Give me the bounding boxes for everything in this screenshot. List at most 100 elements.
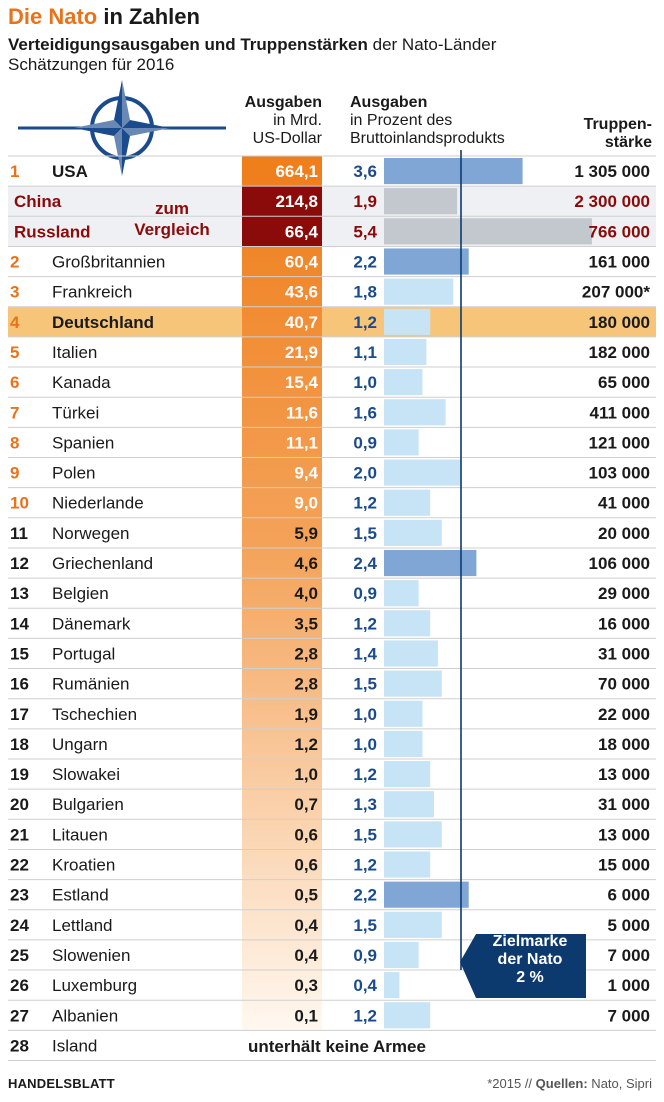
- row-troops-value: 106 000: [589, 554, 650, 573]
- comparison-spend-cell: [242, 186, 322, 217]
- row-troops-value: 18 000: [598, 735, 650, 754]
- row-rank: 15: [10, 644, 29, 663]
- subtitle: Verteidigungsausgaben und Truppenstärken…: [8, 35, 496, 55]
- row-troops-value: 41 000: [598, 494, 650, 513]
- row-gdp-value: 1,2: [353, 856, 377, 875]
- row-country: China: [14, 192, 62, 211]
- target-label-line2: der Nato: [497, 951, 563, 968]
- row-spending-value: 0,6: [294, 825, 318, 844]
- row-troops-value: 411 000: [589, 403, 650, 422]
- row-gdp-value: 1,5: [353, 916, 377, 935]
- row-rank: 19: [10, 765, 29, 784]
- row-rank: 2: [10, 253, 19, 272]
- row-spending-value: 66,4: [285, 222, 319, 241]
- row-gdp-value: 2,2: [353, 253, 377, 272]
- row-troops-value: 1 305 000: [574, 162, 650, 181]
- row-gdp-value: 1,0: [353, 735, 377, 754]
- source-footnote: *2015 //: [487, 1076, 536, 1091]
- target-label-line1: Zielmarke: [492, 933, 568, 950]
- row-gdp-value: 2,4: [353, 554, 377, 573]
- gdp-bar: [384, 881, 469, 908]
- source-names: Nato, Sipri: [587, 1076, 652, 1091]
- gdp-bar: [384, 429, 419, 456]
- gdp-bar: [384, 821, 442, 848]
- gdp-bar: [384, 188, 458, 215]
- row-rank: 22: [10, 856, 29, 875]
- row-spending-value: 11,1: [286, 433, 318, 452]
- row-rank: 21: [10, 825, 29, 844]
- gdp-bar: [384, 941, 419, 969]
- row-rank: 3: [10, 283, 19, 302]
- row-country: Kanada: [52, 373, 111, 392]
- row-rank: 18: [10, 735, 29, 754]
- row-rank: 6: [10, 373, 19, 392]
- subtitle-year: Schätzungen für 2016: [8, 55, 175, 74]
- gdp-bar: [384, 791, 435, 818]
- row-spending-value: 15,4: [285, 373, 319, 392]
- row-troops-value: 65 000: [598, 373, 650, 392]
- row-rank: 17: [10, 705, 29, 724]
- title-accent: Die Nato: [8, 4, 98, 29]
- row-country: Island: [52, 1036, 97, 1055]
- row-country: Albanien: [52, 1006, 118, 1025]
- row-country: Türkei: [52, 403, 99, 422]
- row-gdp-value: 2,2: [353, 886, 377, 905]
- subtitle-bold: Verteidigungsausgaben und Truppenstärken: [8, 35, 368, 54]
- row-country: Polen: [52, 464, 95, 483]
- row-rank: 12: [10, 554, 29, 573]
- row-troops-value: 7 000: [607, 1006, 650, 1025]
- gdp-bar: [384, 640, 438, 667]
- row-gdp-value: 1,5: [353, 524, 377, 543]
- gdp-bar: [384, 338, 427, 366]
- row-troops-value: 121 000: [589, 433, 650, 452]
- gdp-bar: [384, 730, 423, 757]
- gdp-bars: [384, 158, 592, 1029]
- row-spending-value: 11,6: [286, 403, 318, 422]
- row-spending-value: 664,1: [275, 162, 318, 181]
- row-gdp-value: 1,5: [353, 675, 377, 694]
- row-troops-value: 15 000: [598, 856, 650, 875]
- row-troops-value: 207 000*: [582, 283, 650, 302]
- spending-column: [242, 156, 322, 1031]
- row-spending-value: 4,0: [294, 584, 318, 603]
- gdp-bar: [384, 489, 431, 516]
- header-gdp-line3: Bruttoinlandsprodukts: [350, 130, 505, 147]
- gdp-bar: [384, 369, 423, 396]
- row-country: Großbritannien: [52, 253, 165, 272]
- row-spending-value: 0,6: [294, 856, 318, 875]
- header-gdp-title: Ausgaben: [350, 94, 428, 111]
- row-rank: 27: [10, 1006, 29, 1025]
- no-army-note: unterhält keine Armee: [248, 1037, 426, 1056]
- row-troops-value: 22 000: [598, 705, 650, 724]
- row-troops-value: 70 000: [598, 675, 650, 694]
- gdp-bar: [384, 158, 523, 185]
- row-troops-value: 5 000: [607, 916, 650, 935]
- row-rank: 20: [10, 795, 29, 814]
- target-marker: [460, 150, 586, 998]
- row-rank: 25: [10, 946, 29, 965]
- row-spending-value: 40,7: [285, 313, 318, 332]
- target-arrow-badge: [460, 934, 586, 998]
- row-troops-value: 29 000: [598, 584, 650, 603]
- row-gdp-value: 1,0: [353, 373, 377, 392]
- row-gdp-value: 1,8: [353, 283, 377, 302]
- gdp-bar: [384, 278, 454, 305]
- source-note: *2015 // Quellen: Nato, Sipri: [487, 1076, 652, 1091]
- row-rank: 26: [10, 976, 29, 995]
- row-country: USA: [52, 162, 88, 181]
- row-spending-value: 0,4: [294, 946, 318, 965]
- gdp-bar: [384, 700, 423, 727]
- row-gdp-value: 1,1: [353, 343, 377, 362]
- row-spending-value: 214,8: [275, 192, 318, 211]
- gdp-bar: [384, 761, 431, 788]
- title-rest: in Zahlen: [97, 4, 200, 29]
- gdp-bar: [384, 911, 442, 938]
- header-spending-title: Ausgaben: [244, 94, 322, 111]
- comparison-label: zum Vergleich: [122, 198, 222, 240]
- row-gdp-value: 1,2: [353, 313, 377, 332]
- row-rank: 16: [10, 675, 29, 694]
- row-gdp-value: 5,4: [353, 222, 377, 241]
- row-rank: 11: [10, 524, 28, 543]
- header-spending-line3: US-Dollar: [252, 130, 322, 147]
